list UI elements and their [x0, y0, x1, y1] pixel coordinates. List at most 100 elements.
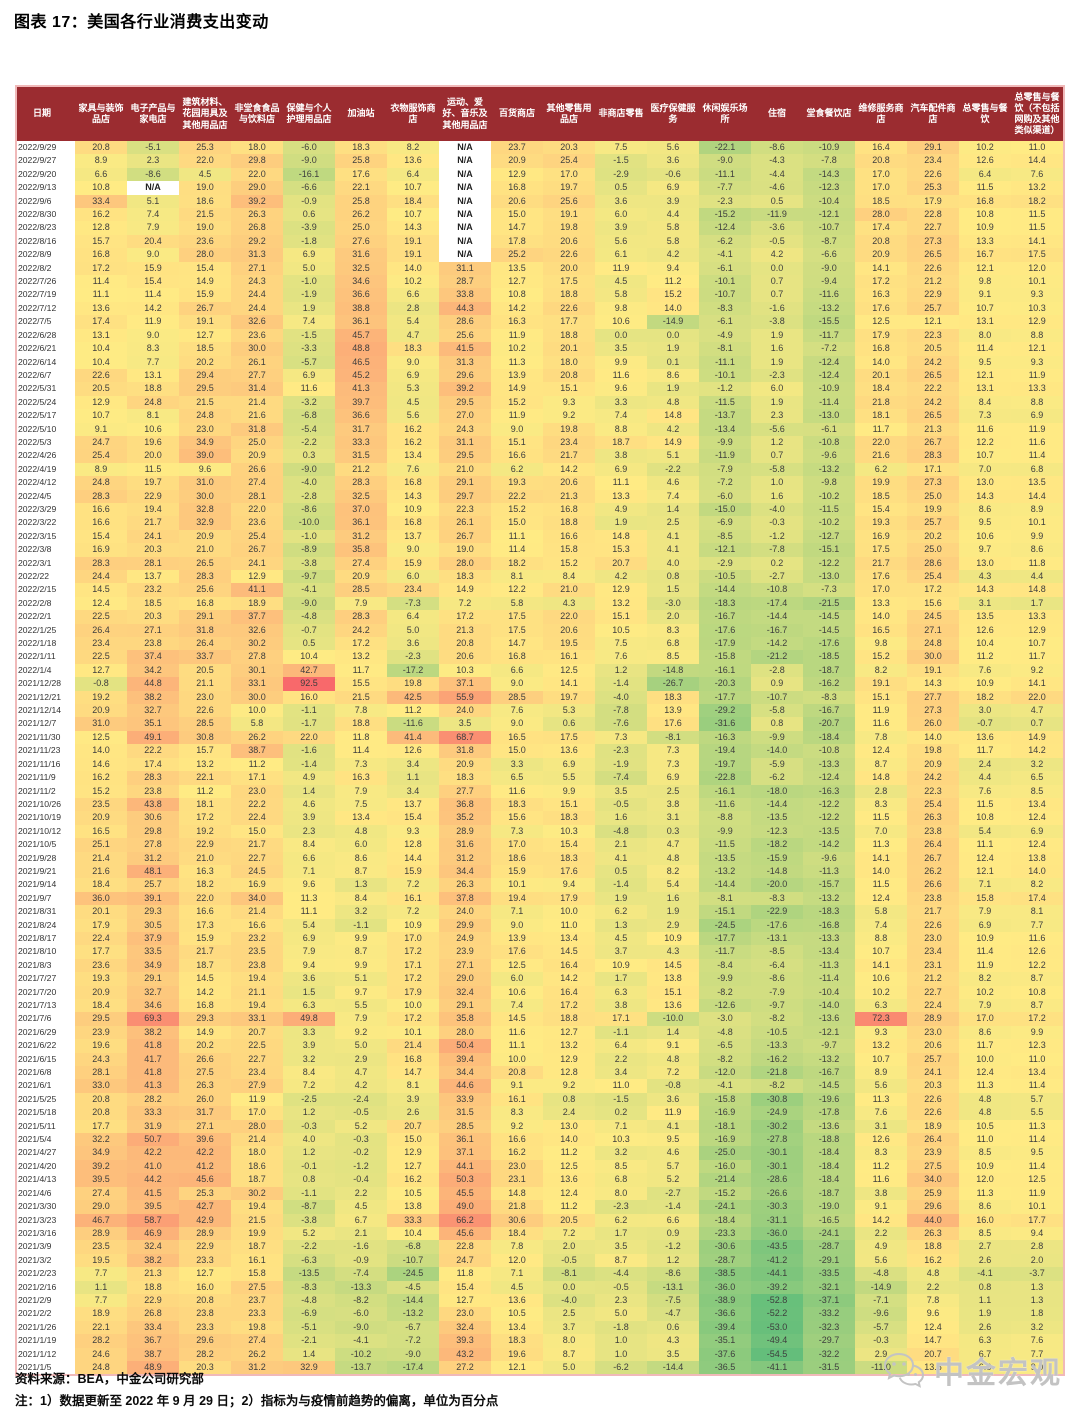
heatmap-cell: 25.7: [907, 301, 959, 316]
heatmap-cell: 10.7: [75, 409, 127, 423]
heatmap-cell: 7.4: [595, 409, 647, 423]
heatmap-cell: 8.7: [335, 945, 387, 959]
heatmap-cell: 4.7: [387, 328, 439, 343]
heatmap-cell: 9.1: [491, 1079, 543, 1093]
heatmap-cell: 24.8: [75, 476, 127, 490]
heatmap-cell: 28.6: [439, 315, 491, 329]
heatmap-cell: 20.9: [491, 154, 543, 168]
heatmap-cell: -23.3: [699, 1226, 751, 1241]
heatmap-cell: 33.1: [231, 677, 283, 691]
heatmap-cell: 11.5: [855, 811, 907, 825]
heatmap-cell: 11.8: [335, 730, 387, 745]
heatmap-cell: -21.5: [803, 596, 855, 611]
table-row: 2021/5/4 32.2 50.7 39.6 21.4 4.0 -0.3 15.0 36.1 1…: [17, 1133, 1063, 1147]
heatmap-cell: 2.2: [595, 1052, 647, 1067]
heatmap-cell: 18.4: [75, 878, 127, 892]
heatmap-cell: 1.1: [75, 1280, 127, 1294]
heatmap-cell: 17.6: [647, 717, 699, 731]
table-row: 2022/6/28 13.1 9.0 12.7 23.6 -1.5 45.7 4.7 25.6 1…: [17, 328, 1063, 343]
heatmap-cell: 4.5: [179, 167, 231, 182]
table-row: 2021/10/19 20.9 30.6 17.2 22.4 3.9 13.4 15.4 35.…: [17, 811, 1063, 825]
row-spacer: [67, 208, 75, 222]
heatmap-cell: 16.6: [543, 529, 595, 544]
heatmap-cell: 9.9: [543, 784, 595, 798]
heatmap-cell: -6.1: [699, 261, 751, 276]
date-cell: 2022/4/19: [17, 462, 67, 477]
table-row: 2021/6/1 33.0 41.3 26.3 27.9 7.2 4.2 8.1 44.6 9.1…: [17, 1079, 1063, 1093]
heatmap-cell: 22.7: [907, 985, 959, 999]
heatmap-cell: 25.8: [335, 154, 387, 168]
heatmap-cell: -12.3: [751, 824, 803, 839]
row-spacer: [67, 771, 75, 785]
heatmap-cell: 12.2: [491, 583, 543, 597]
heatmap-cell: 25.7: [907, 516, 959, 530]
heatmap-cell: 36.7: [127, 1334, 179, 1348]
heatmap-cell: 16.1: [387, 891, 439, 906]
heatmap-cell: -9.0: [283, 462, 335, 477]
heatmap-cell: 15.4: [75, 529, 127, 544]
heatmap-cell: -6.4: [751, 958, 803, 973]
heatmap-cell: 20.2: [179, 355, 231, 369]
heatmap-cell: 8.7: [1011, 972, 1063, 986]
heatmap-cell: 8.4: [283, 838, 335, 852]
heatmap-cell: -14.4: [387, 1293, 439, 1308]
heatmap-cell: 10.7: [855, 945, 907, 959]
heatmap-cell: 6.6: [283, 851, 335, 865]
heatmap-cell: 14.5: [543, 945, 595, 959]
heatmap-cell: -22.8: [699, 771, 751, 785]
row-spacer: [67, 462, 75, 477]
table-row: 2022/3/15 15.4 24.1 20.9 25.4 -1.0 31.2 13.7 26.…: [17, 529, 1063, 544]
heatmap-cell: 34.4: [439, 1066, 491, 1080]
table-row: 2022/5/3 24.7 19.6 34.9 25.0 -2.2 33.3 16.2 31.1…: [17, 435, 1063, 450]
heatmap-cell: 15.0: [231, 824, 283, 839]
heatmap-cell: -3.8: [751, 315, 803, 329]
heatmap-cell: 12.6: [387, 744, 439, 758]
heatmap-cell: 26.6: [231, 462, 283, 477]
heatmap-cell: 26.6: [179, 1052, 231, 1067]
heatmap-cell: 44.3: [439, 301, 491, 316]
heatmap-cell: 24.6: [75, 1347, 127, 1361]
heatmap-cell: 26.2: [907, 864, 959, 879]
heatmap-cell: 28.9: [907, 1012, 959, 1026]
heatmap-cell: 10.0: [959, 1052, 1011, 1067]
heatmap-cell: 16.8: [75, 248, 127, 262]
row-spacer: [67, 489, 75, 503]
heatmap-cell: 26.3: [439, 878, 491, 892]
date-cell: 2021/11/16: [17, 757, 67, 772]
heatmap-cell: 1.9: [959, 1307, 1011, 1321]
heatmap-cell: 8.5: [647, 650, 699, 664]
heatmap-cell: -10.4: [803, 985, 855, 999]
heatmap-cell: 9.5: [1011, 1146, 1063, 1160]
heatmap-cell: 48.1: [127, 864, 179, 879]
heatmap-cell: -5.6: [751, 422, 803, 436]
heatmap-cell: -9.7: [803, 1039, 855, 1053]
heatmap-cell: -6.1: [699, 315, 751, 329]
heatmap-cell: 10.1: [1011, 516, 1063, 530]
heatmap-cell: -18.8: [803, 1133, 855, 1147]
heatmap-cell: -14.0: [803, 999, 855, 1013]
heatmap-cell: 10.3: [1011, 301, 1063, 316]
table-row: 2022/2/8 12.4 18.5 16.8 18.9 -9.0 7.9 -7.3 7.2 5.…: [17, 596, 1063, 611]
heatmap-cell: 12.9: [543, 1052, 595, 1067]
heatmap-cell: 17.1: [595, 1012, 647, 1026]
table-row: 2021/3/2 19.5 38.2 23.3 16.1 -6.3 -0.9 -10.7 24.…: [17, 1253, 1063, 1268]
row-spacer: [67, 811, 75, 825]
heatmap-cell: 27.5: [907, 1159, 959, 1174]
heatmap-cell: 18.8: [543, 1012, 595, 1026]
heatmap-cell: 21.4: [231, 1133, 283, 1147]
heatmap-cell: -13.3: [335, 1280, 387, 1294]
heatmap-cell: 10.7: [387, 208, 439, 222]
heatmap-cell: -18.4: [803, 1173, 855, 1187]
heatmap-cell: 11.1: [959, 838, 1011, 852]
heatmap-cell: 17.8: [491, 234, 543, 249]
heatmap-cell: -37.6: [699, 1347, 751, 1361]
heatmap-cell: 4.9: [595, 502, 647, 517]
heatmap-cell: 38.2: [127, 1253, 179, 1268]
heatmap-cell: 20.9: [75, 704, 127, 718]
heatmap-cell: 8.9: [75, 154, 127, 168]
heatmap-cell: 4.8: [959, 1106, 1011, 1120]
heatmap-cell: -12.4: [803, 368, 855, 383]
table-row: 2021/8/17 22.4 37.9 15.9 23.2 6.9 9.9 17.0 24.9 1…: [17, 931, 1063, 946]
date-cell: 2022/1/4: [17, 663, 67, 678]
heatmap-cell: 34.6: [335, 275, 387, 289]
